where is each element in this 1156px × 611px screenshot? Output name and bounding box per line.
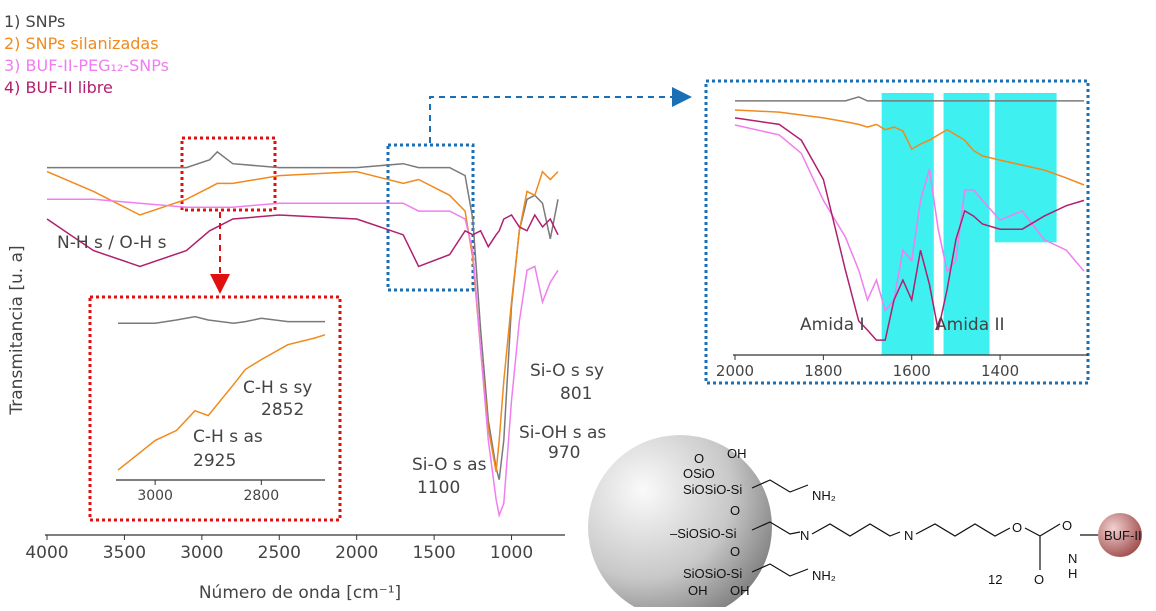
annotation: 2852 bbox=[261, 400, 304, 420]
annotation: 970 bbox=[548, 443, 580, 463]
atom: SiOSiO-Si bbox=[683, 566, 742, 581]
spectrum-line bbox=[47, 152, 558, 480]
annotation: Amida I bbox=[800, 315, 865, 335]
atom: O bbox=[730, 503, 740, 518]
atom: NH₂ bbox=[812, 488, 836, 503]
x-tick-label: 4000 bbox=[25, 543, 68, 563]
atom: N bbox=[1068, 551, 1077, 566]
annotation: Si-O s as bbox=[412, 455, 487, 475]
atom: O bbox=[694, 451, 704, 466]
x-tick-label: 1000 bbox=[490, 543, 533, 563]
annotation: Si-OH s as bbox=[519, 423, 606, 443]
annotation: C-H s sy bbox=[243, 378, 312, 398]
atom: OH bbox=[727, 446, 747, 461]
zoom-box bbox=[182, 138, 275, 210]
x-tick-label: 1800 bbox=[804, 362, 842, 380]
y-axis-label: Transmitancia [u. a] bbox=[7, 245, 27, 415]
atom: OH bbox=[688, 583, 708, 598]
arrow bbox=[430, 97, 688, 143]
annotation: Si-O s sy bbox=[530, 361, 604, 381]
atom: SiOSiO-Si bbox=[683, 482, 742, 497]
highlight-band bbox=[995, 93, 1057, 242]
atom: O bbox=[1034, 572, 1044, 587]
x-tick-label: 3500 bbox=[103, 543, 146, 563]
x-tick-label: 3000 bbox=[137, 488, 173, 504]
x-tick-label: 1600 bbox=[893, 362, 931, 380]
legend-entry: 4) BUF-II libre bbox=[4, 78, 113, 97]
x-tick-label: 2800 bbox=[243, 488, 279, 504]
spectrum-line bbox=[118, 317, 325, 324]
atom: BUF-II bbox=[1104, 528, 1142, 543]
annotation: 1100 bbox=[417, 478, 460, 498]
x-tick-label: 1400 bbox=[981, 362, 1019, 380]
atom: O bbox=[1062, 518, 1072, 533]
x-tick-label: 3000 bbox=[180, 543, 223, 563]
annotation: 801 bbox=[560, 384, 592, 404]
x-tick-label: 2000 bbox=[335, 543, 378, 563]
atom: O bbox=[730, 544, 740, 559]
atom: 12 bbox=[988, 572, 1002, 587]
structure: O OSiO OH SiOSiO-Si NH₂ O –SiOSiO-Si N N… bbox=[588, 435, 1142, 607]
atom: O bbox=[1012, 520, 1022, 535]
legend-entry: 3) BUF-II-PEG₁₂-SNPs bbox=[4, 56, 169, 75]
atom: OSiO bbox=[683, 466, 715, 481]
legend-entry: 1) SNPs bbox=[4, 12, 65, 31]
x-tick-label: 2000 bbox=[716, 362, 754, 380]
legend-entry: 2) SNPs silanizadas bbox=[4, 34, 159, 53]
x-tick-label: 1500 bbox=[412, 543, 455, 563]
annotation: C-H s as bbox=[193, 427, 263, 447]
x-tick-label: 2500 bbox=[258, 543, 301, 563]
atom: –SiOSiO-Si bbox=[670, 526, 737, 541]
figure: Transmitancia [u. a] Número de onda [cm⁻… bbox=[0, 0, 1156, 607]
annotation: Amida II bbox=[935, 315, 1005, 335]
atom: H bbox=[1068, 566, 1077, 581]
atom: NH₂ bbox=[812, 568, 836, 583]
zoom-box bbox=[388, 145, 473, 290]
atom: OH bbox=[730, 583, 750, 598]
atom: N bbox=[800, 528, 809, 543]
annotation: N-H s / O-H s bbox=[57, 233, 167, 253]
atom: N bbox=[904, 528, 913, 543]
highlight-band bbox=[882, 93, 934, 355]
x-axis-label: Número de onda [cm⁻¹] bbox=[199, 583, 401, 603]
annotation: 2925 bbox=[193, 451, 236, 471]
